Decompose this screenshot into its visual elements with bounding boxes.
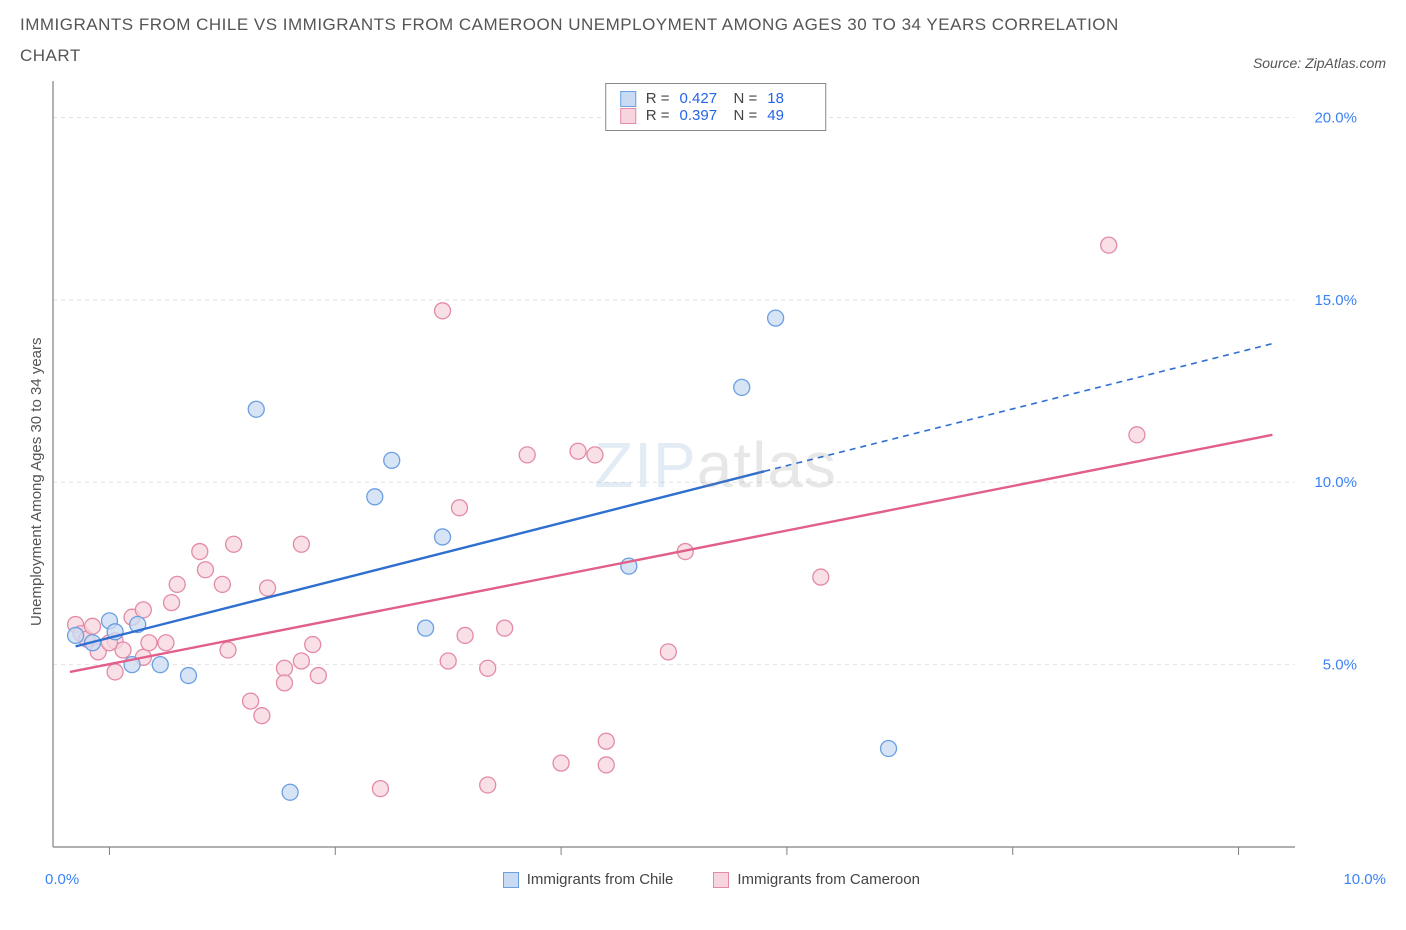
source-label: Source: — [1253, 55, 1305, 71]
correlation-row-cameroon: R = 0.397 N = 49 — [620, 107, 812, 124]
header-row: IMMIGRANTS FROM CHILE VS IMMIGRANTS FROM… — [20, 10, 1386, 71]
source-name: ZipAtlas.com — [1305, 55, 1386, 71]
svg-text:15.0%: 15.0% — [1314, 292, 1357, 309]
correlation-legend: R = 0.427 N = 18 R = 0.397 N = 49 — [605, 83, 827, 131]
r-label: R = — [646, 107, 670, 124]
x-axis-legend-row: 0.0% Immigrants from Chile Immigrants fr… — [45, 865, 1386, 888]
legend-item-cameroon: Immigrants from Cameroon — [713, 871, 920, 888]
svg-text:5.0%: 5.0% — [1323, 657, 1357, 674]
r-label: R = — [646, 90, 670, 107]
n-value: 49 — [767, 107, 811, 124]
n-label: N = — [734, 107, 758, 124]
legend-swatch-chile — [620, 91, 636, 107]
scatter-plot: 5.0% 10.0% 15.0% 20.0% — [45, 75, 1365, 865]
legend-item-chile: Immigrants from Chile — [503, 871, 674, 888]
y-axis-label: Unemployment Among Ages 30 to 34 years — [20, 232, 45, 732]
x-axis-min-label: 0.0% — [45, 871, 79, 888]
x-axis-max-label: 10.0% — [1343, 871, 1386, 888]
legend-swatch-icon — [503, 872, 519, 888]
chart-area: Unemployment Among Ages 30 to 34 years 5… — [20, 75, 1386, 888]
n-label: N = — [734, 90, 758, 107]
plot-container: 5.0%10.0%15.0%20.0% ZIPatlas R = 0.427 N… — [45, 75, 1386, 888]
legend-swatch-icon — [713, 872, 729, 888]
correlation-row-chile: R = 0.427 N = 18 — [620, 90, 812, 107]
svg-text:20.0%: 20.0% — [1314, 110, 1357, 127]
series-legend: Immigrants from Chile Immigrants from Ca… — [503, 871, 920, 888]
source-attribution: Source: ZipAtlas.com — [1253, 55, 1386, 71]
chart-title: IMMIGRANTS FROM CHILE VS IMMIGRANTS FROM… — [20, 10, 1120, 71]
legend-label: Immigrants from Chile — [527, 871, 674, 888]
r-value: 0.427 — [680, 90, 724, 107]
svg-text:10.0%: 10.0% — [1314, 474, 1357, 491]
legend-label: Immigrants from Cameroon — [737, 871, 920, 888]
legend-swatch-cameroon — [620, 108, 636, 124]
n-value: 18 — [767, 90, 811, 107]
r-value: 0.397 — [680, 107, 724, 124]
